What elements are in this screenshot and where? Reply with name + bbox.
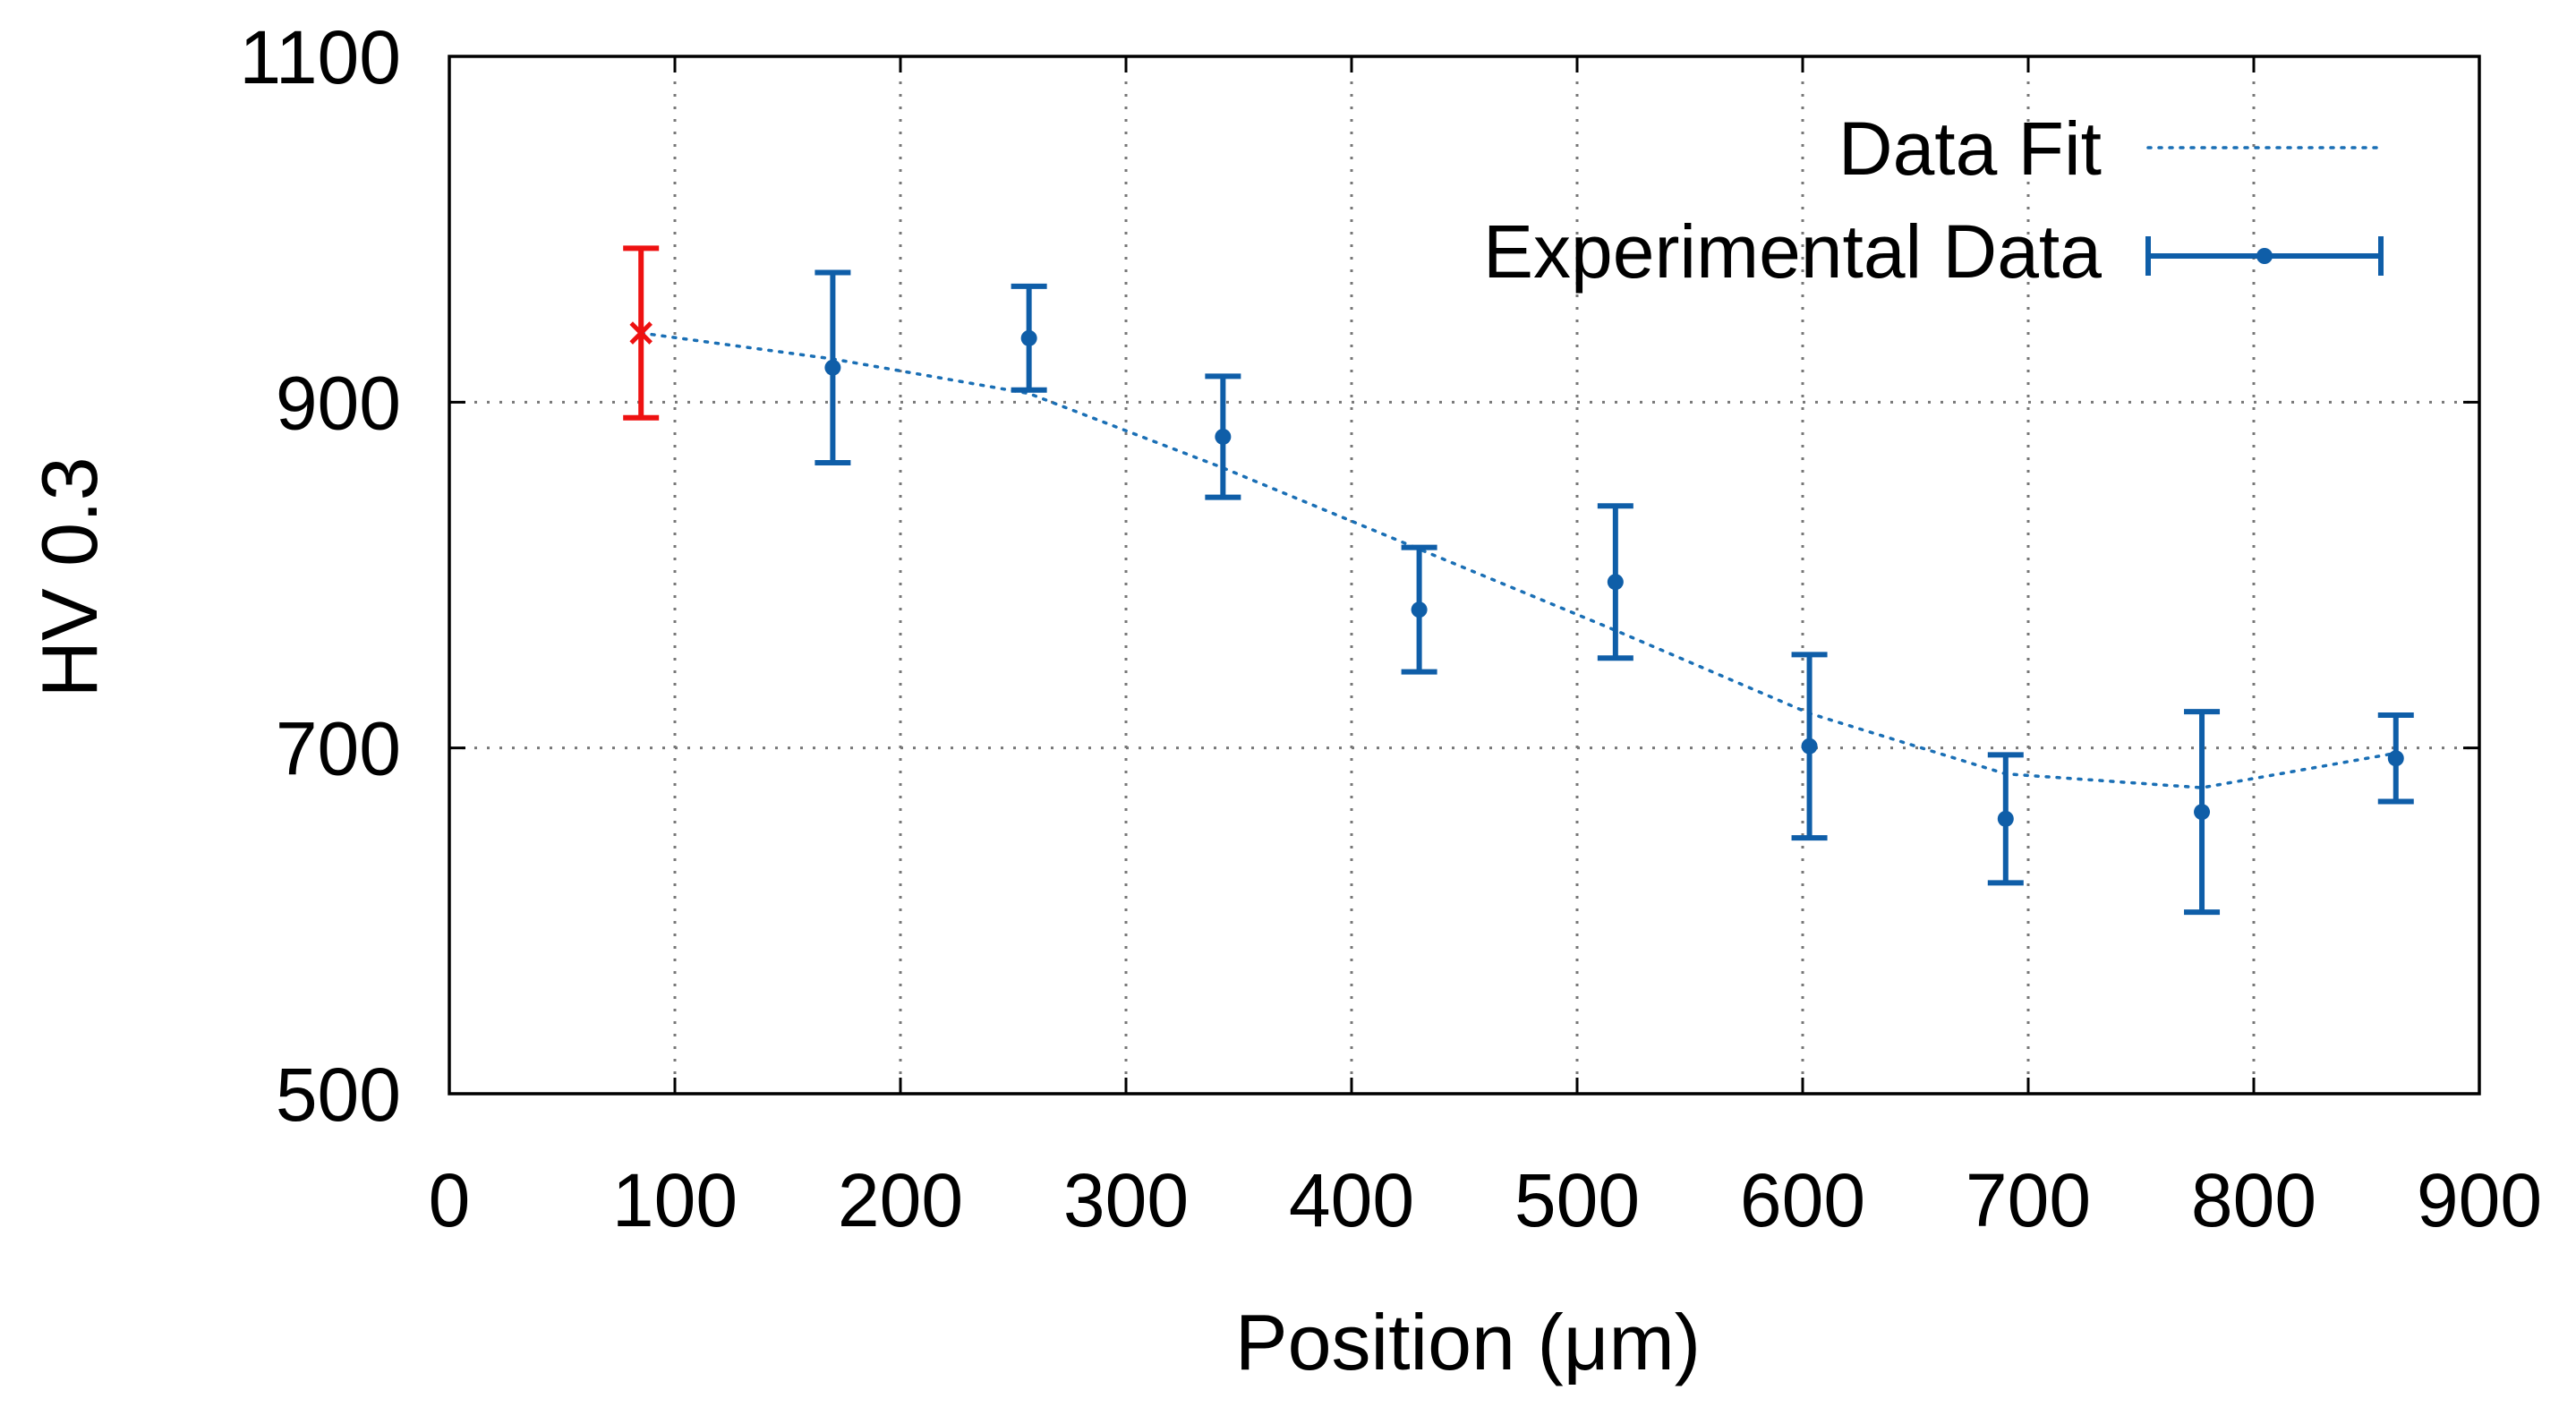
legend-swatch-point [2256, 248, 2273, 264]
plot-border [448, 55, 2481, 1096]
experimental-point-6 [1997, 810, 2014, 827]
legend: Data Fit Experimental Data [1483, 107, 2384, 294]
y-tick-label-2: 900 [276, 361, 401, 445]
fit-line [639, 331, 2398, 789]
x-tick-label-1: 100 [612, 1158, 738, 1242]
x-tick-label-8: 800 [2191, 1158, 2316, 1242]
experimental-point-4 [1607, 574, 1624, 591]
experimental-point-5 [1801, 738, 1818, 755]
x-tick-label-7: 700 [1966, 1158, 2091, 1242]
experimental-point-3 [1411, 601, 1428, 618]
grid-lines [449, 56, 2479, 1094]
axis-labels: Position (μm) HV 0.3 [25, 456, 1701, 1386]
x-tick-label-3: 300 [1063, 1158, 1189, 1242]
experimental-point-1 [1020, 329, 1037, 346]
legend-entry-1: Experimental Data [1483, 209, 2384, 294]
plot-frame [448, 55, 2481, 1096]
y-axis-label: HV 0.3 [25, 456, 114, 697]
experimental-point-7 [2194, 804, 2211, 821]
y-tick-label-1: 700 [276, 707, 401, 791]
legend-label-1: Experimental Data [1483, 209, 2102, 294]
experimental-point-8 [2387, 750, 2404, 767]
highlighted-point-marker-0 [629, 321, 653, 345]
x-tick-label-2: 200 [838, 1158, 963, 1242]
y-tick-label-3: 1100 [239, 15, 401, 99]
x-tick-label-6: 600 [1740, 1158, 1865, 1242]
axis-ticks: 0 100 200 300 400 500 600 700 800 900 500 700 900 110… [239, 15, 2542, 1242]
experimental-point-2 [1215, 428, 1232, 445]
legend-label-0: Data Fit [1838, 107, 2102, 191]
x-axis-label: Position (μm) [1235, 1298, 1701, 1386]
x-tick-label-4: 400 [1289, 1158, 1414, 1242]
x-tick-label-0: 0 [429, 1158, 471, 1242]
x-tick-label-5: 500 [1514, 1158, 1640, 1242]
y-tick-label-0: 500 [276, 1053, 401, 1137]
experimental-point-0 [824, 359, 841, 376]
series-layer [623, 245, 2414, 916]
x-tick-label-9: 900 [2417, 1158, 2542, 1242]
legend-entry-0: Data Fit [1838, 107, 2383, 191]
